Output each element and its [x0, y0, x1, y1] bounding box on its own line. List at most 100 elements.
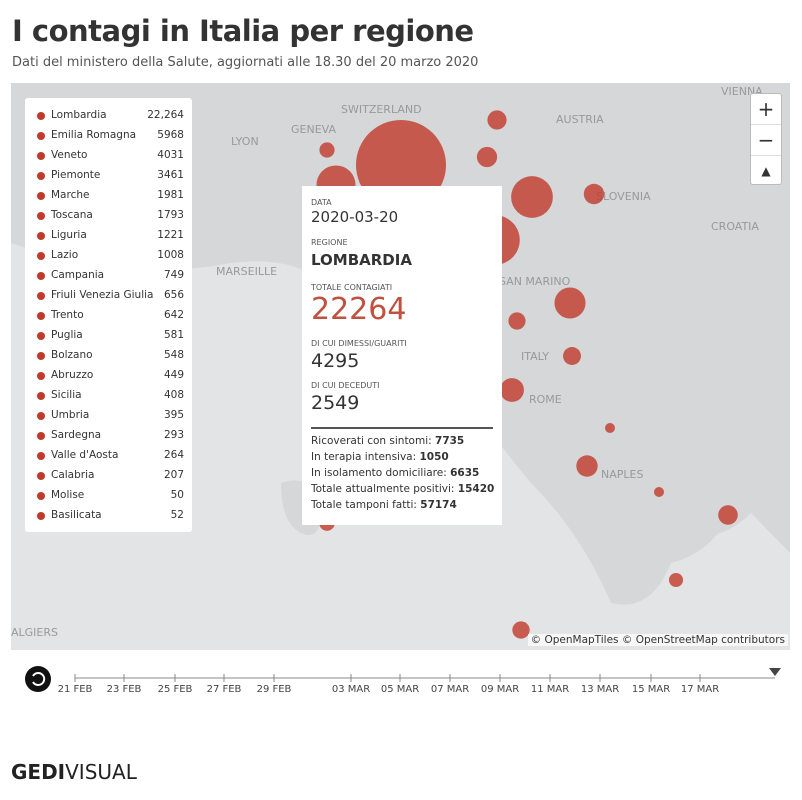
- legend-row: Umbria 395: [37, 409, 184, 423]
- logo-a: GEDI: [11, 760, 66, 784]
- legend-row: Friuli Venezia Giulia 656: [37, 289, 184, 303]
- date: 2020-03-20: [311, 208, 399, 226]
- legend-dot: [37, 412, 45, 420]
- detail-value: 7735: [435, 435, 465, 447]
- region-value: 1793: [157, 209, 184, 221]
- zoom-control: + − ▲: [750, 93, 782, 185]
- region-name: Toscana: [51, 209, 93, 221]
- detail-value: 6635: [450, 467, 480, 479]
- timeline-label: 03 MAR: [332, 684, 370, 695]
- legend-row: Marche 1981: [37, 189, 184, 203]
- region-bubble: [512, 621, 530, 639]
- legend-row: Liguria 1221: [37, 229, 184, 243]
- region-name: Bolzano: [51, 349, 93, 361]
- place-label: NAPLES: [601, 468, 643, 481]
- timeline-label: 29 FEB: [257, 684, 292, 695]
- zoom-out[interactable]: −: [751, 125, 781, 156]
- label: REGIONE: [311, 238, 348, 247]
- place-label: LYON: [231, 135, 259, 148]
- region-name: Calabria: [51, 469, 95, 481]
- region-value: 264: [163, 449, 184, 461]
- legend-dot: [37, 312, 45, 320]
- legend-row: Valle d'Aosta 264: [37, 449, 184, 463]
- legend-row: Bolzano 548: [37, 349, 184, 363]
- region-value: 581: [163, 329, 184, 341]
- legend-dot: [37, 112, 45, 120]
- region-value: 656: [163, 289, 184, 301]
- region-value: 22,264: [147, 109, 184, 121]
- region-value: 449: [163, 369, 184, 381]
- region-name: Piemonte: [51, 169, 101, 181]
- timeline-label: 11 MAR: [531, 684, 569, 695]
- legend-row: Lazio 1008: [37, 249, 184, 263]
- region-bubble: [718, 505, 738, 525]
- legend: Lombardia 22,264 Emilia Romagna 5968 Veneto 4…: [25, 98, 192, 532]
- legend-row: Sardegna 293: [37, 429, 184, 443]
- replay-icon: [32, 672, 46, 686]
- legend-row: Abruzzo 449: [37, 369, 184, 383]
- region-value: 4031: [157, 149, 184, 161]
- timeline-handle[interactable]: [769, 668, 781, 676]
- legend-dot: [37, 452, 45, 460]
- place-label: SWITZERLAND: [341, 103, 422, 116]
- logo: GEDIVISUAL: [11, 760, 137, 784]
- region-bubble: [576, 455, 598, 477]
- legend-dot: [37, 252, 45, 260]
- region-bubble: [500, 378, 524, 402]
- legend-dot: [37, 292, 45, 300]
- legend-dot: [37, 132, 45, 140]
- zoom-in[interactable]: +: [751, 94, 781, 125]
- timeline-label: 09 MAR: [481, 684, 519, 695]
- place-label: CROATIA: [711, 220, 759, 233]
- region-value: 642: [163, 309, 184, 321]
- region-bubble: [476, 146, 498, 168]
- legend-row: Puglia 581: [37, 329, 184, 343]
- region-value: 207: [163, 469, 184, 481]
- region-value: 1008: [157, 249, 184, 261]
- region-bubble: [583, 183, 605, 205]
- place-label: GENEVA: [291, 123, 336, 136]
- detail-row: In terapia intensiva: 1050: [311, 451, 449, 463]
- attribution: © OpenMapTiles © OpenStreetMap contribut…: [527, 634, 788, 646]
- legend-row: Basilicata 52: [37, 509, 184, 523]
- region: LOMBARDIA: [311, 251, 412, 269]
- timeline-label: 23 FEB: [107, 684, 142, 695]
- replay-button[interactable]: [25, 666, 51, 692]
- region-bubble: [508, 312, 526, 330]
- region-bubble: [487, 110, 507, 130]
- timeline-label: 07 MAR: [431, 684, 469, 695]
- detail-value: 15420: [457, 483, 495, 495]
- recovered: 4295: [311, 350, 360, 372]
- region-value: 395: [163, 409, 184, 421]
- legend-dot: [37, 372, 45, 380]
- detail-label: Ricoverati con sintomi:: [311, 435, 432, 447]
- region-name: Lombardia: [51, 109, 107, 121]
- region-value: 293: [163, 429, 184, 441]
- region-value: 3461: [157, 169, 184, 181]
- region-name: Veneto: [51, 149, 88, 161]
- region-name: Sicilia: [51, 389, 82, 401]
- place-label: MARSEILLE: [216, 265, 277, 278]
- region-bubble: [668, 572, 684, 588]
- detail-row: Totale tamponi fatti: 57174: [311, 499, 457, 511]
- tooltip: DATA 2020-03-20 REGIONE LOMBARDIA TOTALE…: [302, 186, 502, 525]
- region-name: Marche: [51, 189, 90, 201]
- timeline-label: 15 MAR: [632, 684, 670, 695]
- place-label: ITALY: [521, 350, 549, 363]
- legend-row: Veneto 4031: [37, 149, 184, 163]
- subtitle: Dati del ministero della Salute, aggiorn…: [12, 55, 479, 70]
- place-label: SLOVENIA: [596, 190, 651, 203]
- detail-row: Ricoverati con sintomi: 7735: [311, 435, 464, 447]
- legend-dot: [37, 352, 45, 360]
- legend-dot: [37, 272, 45, 280]
- legend-dot: [37, 512, 45, 520]
- deaths: 2549: [311, 392, 360, 414]
- reset-north[interactable]: ▲: [761, 164, 771, 178]
- region-name: Molise: [51, 489, 85, 501]
- timeline[interactable]: 21 FEB 23 FEB 25 FEB 27 FEB 29 FEB 03 MAR 05 M…: [0, 660, 802, 700]
- timeline-label: 17 MAR: [681, 684, 719, 695]
- region-name: Friuli Venezia Giulia: [51, 289, 154, 301]
- region-value: 50: [170, 489, 184, 501]
- detail-label: Totale tamponi fatti:: [311, 499, 417, 511]
- detail-label: Totale attualmente positivi:: [311, 483, 455, 495]
